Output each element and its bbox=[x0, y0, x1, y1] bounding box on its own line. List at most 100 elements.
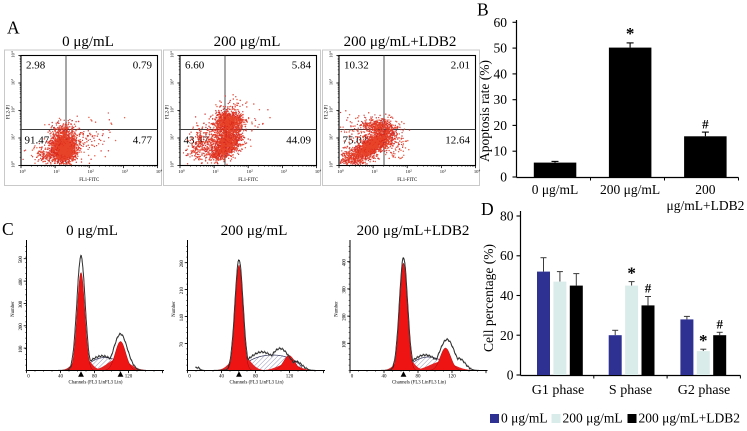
svg-text:Channels (FL3 LinFL3 Lin): Channels (FL3 LinFL3 Lin) bbox=[69, 381, 123, 386]
svg-text:103: 103 bbox=[10, 79, 16, 86]
svg-text:200: 200 bbox=[19, 323, 24, 331]
svg-text:104: 104 bbox=[156, 168, 163, 174]
svg-text:104: 104 bbox=[10, 51, 16, 58]
svg-text:200 μg/mL: 200 μg/mL bbox=[563, 411, 623, 426]
svg-text:4.77: 4.77 bbox=[133, 135, 153, 147]
svg-text:300: 300 bbox=[343, 286, 348, 294]
svg-text:200 μg/mL: 200 μg/mL bbox=[221, 223, 288, 239]
svg-text:102: 102 bbox=[10, 106, 16, 113]
svg-text:Channels (FL3 LinFL3 Lin): Channels (FL3 LinFL3 Lin) bbox=[230, 381, 284, 386]
svg-text:102: 102 bbox=[247, 168, 254, 174]
svg-text:200 μg/mL: 200 μg/mL bbox=[214, 34, 281, 50]
svg-text:2.01: 2.01 bbox=[451, 60, 470, 72]
svg-text:100: 100 bbox=[10, 161, 16, 168]
svg-text:50: 50 bbox=[494, 41, 508, 56]
svg-text:40: 40 bbox=[494, 66, 508, 81]
svg-text:140: 140 bbox=[180, 313, 185, 321]
svg-text:40: 40 bbox=[382, 375, 388, 380]
svg-text:FL2-PI: FL2-PI bbox=[166, 105, 171, 119]
svg-text:101: 101 bbox=[169, 134, 175, 141]
svg-text:0 μg/mL: 0 μg/mL bbox=[62, 34, 114, 50]
svg-text:200 μg/mL: 200 μg/mL bbox=[600, 182, 660, 197]
svg-text:103: 103 bbox=[122, 168, 129, 174]
svg-text:101: 101 bbox=[10, 134, 16, 141]
svg-text:40: 40 bbox=[219, 375, 225, 380]
svg-text:S phase: S phase bbox=[609, 383, 652, 398]
svg-text:101: 101 bbox=[371, 168, 378, 174]
svg-text:#: # bbox=[702, 116, 709, 131]
svg-text:0.79: 0.79 bbox=[133, 60, 153, 72]
svg-text:80: 80 bbox=[92, 375, 98, 380]
svg-text:FL1-FITC: FL1-FITC bbox=[79, 178, 99, 183]
svg-text:400: 400 bbox=[343, 259, 348, 267]
svg-text:0: 0 bbox=[351, 375, 354, 380]
svg-text:C: C bbox=[2, 219, 14, 239]
svg-text:100: 100 bbox=[169, 161, 175, 168]
svg-text:0: 0 bbox=[27, 375, 30, 380]
svg-text:100: 100 bbox=[19, 168, 26, 174]
svg-text:104: 104 bbox=[315, 168, 322, 174]
svg-text:#: # bbox=[716, 316, 723, 331]
svg-text:101: 101 bbox=[53, 168, 60, 174]
svg-text:400: 400 bbox=[19, 278, 24, 286]
svg-text:20: 20 bbox=[494, 118, 508, 133]
svg-text:103: 103 bbox=[328, 79, 334, 86]
svg-text:200: 200 bbox=[695, 182, 716, 197]
svg-text:A: A bbox=[7, 18, 20, 38]
svg-text:75.02: 75.02 bbox=[343, 135, 368, 147]
svg-text:100: 100 bbox=[328, 161, 334, 168]
svg-text:100: 100 bbox=[178, 168, 185, 174]
svg-text:0: 0 bbox=[507, 368, 514, 383]
svg-text:200 μg/mL+LDB2: 200 μg/mL+LDB2 bbox=[357, 223, 470, 239]
svg-text:200 μg/mL+LDB2: 200 μg/mL+LDB2 bbox=[344, 34, 457, 50]
svg-text:80: 80 bbox=[500, 209, 514, 224]
svg-text:G1 phase: G1 phase bbox=[532, 383, 585, 398]
svg-text:0 μg/mL: 0 μg/mL bbox=[501, 411, 548, 426]
svg-text:0 μg/mL: 0 μg/mL bbox=[532, 182, 579, 197]
svg-text:2.98: 2.98 bbox=[26, 60, 46, 72]
svg-text:5.84: 5.84 bbox=[292, 60, 312, 72]
svg-text:104: 104 bbox=[474, 168, 481, 174]
svg-text:Apoptosis rate (%): Apoptosis rate (%) bbox=[477, 60, 492, 162]
svg-text:101: 101 bbox=[328, 134, 334, 141]
svg-text:44.09: 44.09 bbox=[286, 135, 311, 147]
svg-text:0: 0 bbox=[188, 375, 191, 380]
svg-text:*: * bbox=[627, 264, 636, 283]
svg-text:10.32: 10.32 bbox=[344, 60, 369, 72]
svg-text:100: 100 bbox=[19, 345, 24, 353]
svg-text:103: 103 bbox=[440, 168, 447, 174]
svg-text:D: D bbox=[481, 199, 494, 219]
svg-text:60: 60 bbox=[500, 248, 514, 263]
svg-text:12.64: 12.64 bbox=[445, 135, 470, 147]
svg-text:120: 120 bbox=[286, 375, 294, 380]
svg-text:6.60: 6.60 bbox=[185, 60, 205, 72]
svg-text:FL1-FITC: FL1-FITC bbox=[238, 178, 258, 183]
svg-text:40: 40 bbox=[58, 375, 64, 380]
svg-text:70: 70 bbox=[180, 342, 185, 347]
svg-text:60: 60 bbox=[494, 15, 508, 30]
svg-text:200 μg/mL+LDB2: 200 μg/mL+LDB2 bbox=[639, 411, 740, 426]
svg-text:103: 103 bbox=[281, 168, 288, 174]
svg-text:102: 102 bbox=[169, 106, 175, 113]
svg-text:FL2-PI: FL2-PI bbox=[325, 105, 330, 119]
svg-text:G2 phase: G2 phase bbox=[678, 383, 731, 398]
svg-text:40: 40 bbox=[500, 288, 514, 303]
svg-text:#: # bbox=[645, 281, 652, 296]
svg-text:102: 102 bbox=[406, 168, 413, 174]
svg-text:0: 0 bbox=[500, 170, 507, 185]
svg-text:200: 200 bbox=[343, 313, 348, 321]
svg-text:Cell percentage (%): Cell percentage (%) bbox=[481, 244, 496, 352]
svg-text:210: 210 bbox=[180, 286, 185, 294]
svg-text:80: 80 bbox=[416, 375, 422, 380]
svg-text:102: 102 bbox=[88, 168, 95, 174]
svg-text:80: 80 bbox=[253, 375, 259, 380]
svg-text:101: 101 bbox=[212, 168, 219, 174]
svg-text:Number: Number bbox=[335, 301, 340, 317]
svg-text:100: 100 bbox=[343, 340, 348, 348]
svg-text:104: 104 bbox=[328, 51, 334, 58]
svg-text:Channels (FL3 LinFL3 Lin): Channels (FL3 LinFL3 Lin) bbox=[392, 381, 446, 386]
svg-text:Number: Number bbox=[11, 301, 16, 317]
svg-text:91.47: 91.47 bbox=[25, 135, 50, 147]
svg-text:B: B bbox=[477, 0, 489, 20]
svg-text:30: 30 bbox=[494, 92, 508, 107]
